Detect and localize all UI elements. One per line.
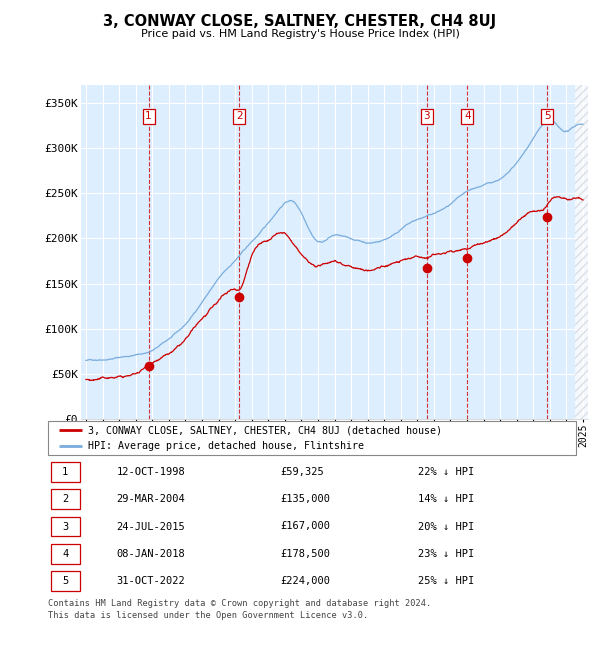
Text: 25% ↓ HPI: 25% ↓ HPI bbox=[418, 576, 474, 586]
Text: £59,325: £59,325 bbox=[280, 467, 324, 477]
Text: 2: 2 bbox=[236, 111, 242, 121]
Text: 08-JAN-2018: 08-JAN-2018 bbox=[116, 549, 185, 559]
Text: 14% ↓ HPI: 14% ↓ HPI bbox=[418, 494, 474, 504]
Text: 5: 5 bbox=[544, 111, 550, 121]
Text: 3, CONWAY CLOSE, SALTNEY, CHESTER, CH4 8UJ (detached house): 3, CONWAY CLOSE, SALTNEY, CHESTER, CH4 8… bbox=[88, 425, 442, 436]
Text: HPI: Average price, detached house, Flintshire: HPI: Average price, detached house, Flin… bbox=[88, 441, 364, 451]
Text: 1: 1 bbox=[145, 111, 152, 121]
Text: 12-OCT-1998: 12-OCT-1998 bbox=[116, 467, 185, 477]
Text: 20% ↓ HPI: 20% ↓ HPI bbox=[418, 521, 474, 532]
Text: Price paid vs. HM Land Registry's House Price Index (HPI): Price paid vs. HM Land Registry's House … bbox=[140, 29, 460, 38]
FancyBboxPatch shape bbox=[50, 517, 80, 536]
Text: 24-JUL-2015: 24-JUL-2015 bbox=[116, 521, 185, 532]
FancyBboxPatch shape bbox=[50, 462, 80, 482]
Text: 4: 4 bbox=[464, 111, 470, 121]
Text: 23% ↓ HPI: 23% ↓ HPI bbox=[418, 549, 474, 559]
Text: Contains HM Land Registry data © Crown copyright and database right 2024.: Contains HM Land Registry data © Crown c… bbox=[48, 599, 431, 608]
FancyBboxPatch shape bbox=[50, 489, 80, 509]
Text: 3: 3 bbox=[62, 521, 68, 532]
Text: 3: 3 bbox=[424, 111, 430, 121]
Text: 3, CONWAY CLOSE, SALTNEY, CHESTER, CH4 8UJ: 3, CONWAY CLOSE, SALTNEY, CHESTER, CH4 8… bbox=[103, 14, 497, 29]
Text: This data is licensed under the Open Government Licence v3.0.: This data is licensed under the Open Gov… bbox=[48, 611, 368, 620]
Text: 31-OCT-2022: 31-OCT-2022 bbox=[116, 576, 185, 586]
Text: 2: 2 bbox=[62, 494, 68, 504]
Text: £167,000: £167,000 bbox=[280, 521, 331, 532]
FancyBboxPatch shape bbox=[48, 421, 576, 455]
Text: 4: 4 bbox=[62, 549, 68, 559]
Text: 29-MAR-2004: 29-MAR-2004 bbox=[116, 494, 185, 504]
Text: £135,000: £135,000 bbox=[280, 494, 331, 504]
Text: 5: 5 bbox=[62, 576, 68, 586]
FancyBboxPatch shape bbox=[50, 571, 80, 591]
Text: 22% ↓ HPI: 22% ↓ HPI bbox=[418, 467, 474, 477]
Text: £224,000: £224,000 bbox=[280, 576, 331, 586]
Text: £178,500: £178,500 bbox=[280, 549, 331, 559]
Text: 1: 1 bbox=[62, 467, 68, 477]
FancyBboxPatch shape bbox=[50, 544, 80, 564]
